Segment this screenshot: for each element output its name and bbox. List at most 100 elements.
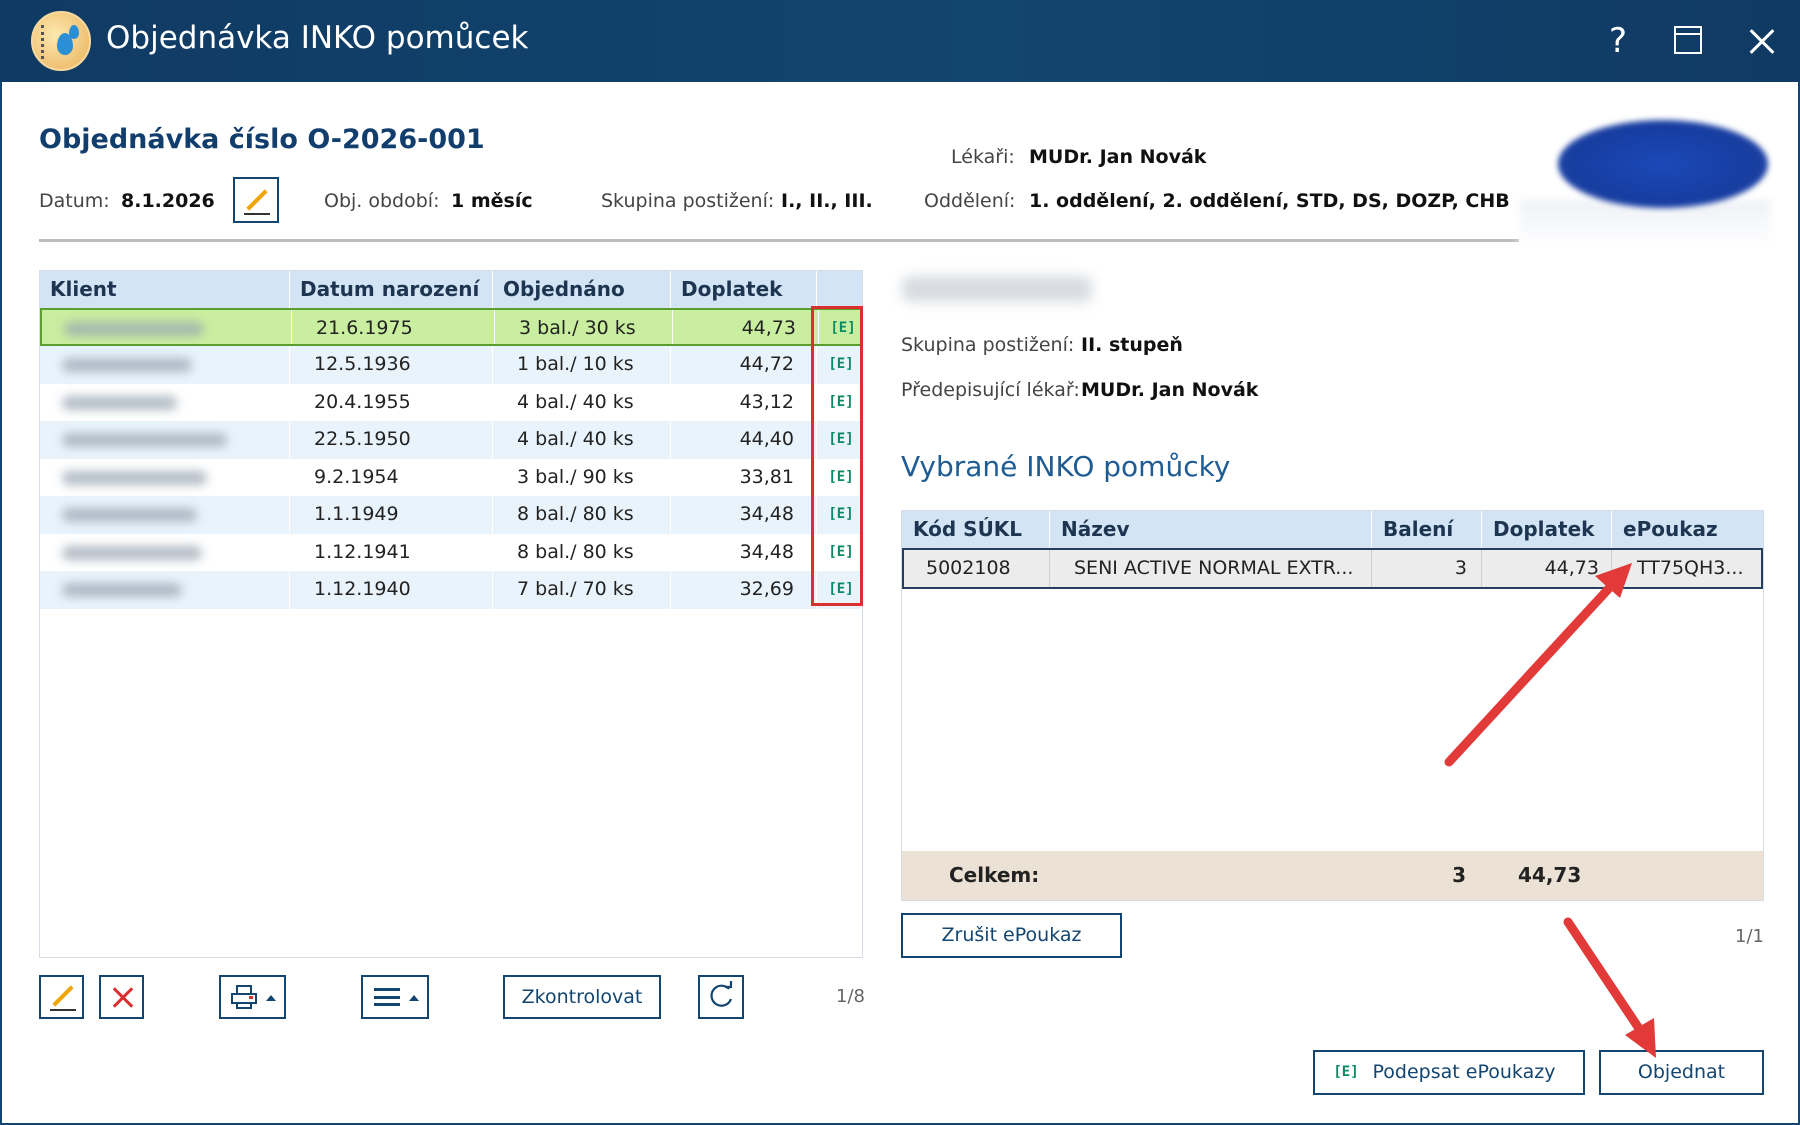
client-name [40, 383, 290, 421]
total-label: Celkem: [949, 863, 1040, 887]
item-row[interactable]: 5002108 SENI ACTIVE NORMAL EXTR... 3 44,… [902, 548, 1763, 589]
client-row[interactable]: 12.5.1936 1 bal./ 10 ks 44,72 [E] [40, 346, 862, 384]
col-surcharge[interactable]: Doplatek [671, 271, 817, 308]
client-surcharge: 43,12 [671, 383, 817, 421]
client-ordered: 3 bal./ 90 ks [493, 458, 671, 496]
client-dob: 1.1.1949 [290, 496, 493, 534]
help-button[interactable]: ? [1608, 21, 1628, 61]
client-ordered: 8 bal./ 80 ks [493, 496, 671, 534]
total-surcharge: 44,73 [1518, 863, 1582, 887]
window-title: Objednávka INKO pomůcek [106, 20, 529, 56]
prescribing-doctor-value: MUDr. Jan Novák [1081, 379, 1259, 401]
client-dob: 1.12.1941 [290, 533, 493, 571]
delete-button[interactable] [99, 975, 144, 1019]
client-dob: 9.2.1954 [290, 458, 493, 496]
clients-table-header: Klient Datum narození Objednáno Doplatek [40, 271, 862, 308]
patient-group-label: Skupina postižení: [901, 334, 1075, 356]
edit-button[interactable] [39, 975, 84, 1019]
refresh-button[interactable] [698, 975, 744, 1019]
epoukaz-cell[interactable]: [E] [819, 310, 864, 344]
client-ordered: 1 bal./ 10 ks [493, 346, 671, 384]
item-epoukaz: TT75QH3... [1637, 557, 1744, 579]
client-name [40, 458, 290, 496]
print-button[interactable] [219, 975, 286, 1019]
clients-table: Klient Datum narození Objednáno Doplatek… [39, 270, 864, 958]
departments-label: Oddělení: [924, 190, 1016, 212]
epoukaz-icon: [E] [828, 431, 854, 447]
item-packs: 3 [1372, 550, 1482, 587]
order-title: Objednávka číslo O-2026-001 [39, 124, 485, 155]
client-surcharge: 33,81 [671, 458, 817, 496]
client-dob: 12.5.1936 [290, 346, 493, 384]
group-label: Skupina postižení: [601, 190, 775, 212]
window-frame [0, 82, 1800, 1125]
items-counter: 1/1 [1735, 926, 1764, 947]
items-total-row: Celkem: 3 44,73 [902, 851, 1763, 900]
epoukaz-icon: [E] [828, 468, 854, 485]
col-sukl-code[interactable]: Kód SÚKL [902, 511, 1050, 548]
sign-epoukazy-label: Podepsat ePoukazy [1372, 1061, 1556, 1083]
item-surcharge: 44,73 [1482, 550, 1612, 587]
client-row[interactable]: 1.1.1949 8 bal./ 80 ks 34,48 [E] [40, 496, 862, 534]
epoukaz-icon: [E] [828, 506, 854, 522]
client-name [42, 310, 292, 344]
client-ordered: 8 bal./ 80 ks [493, 533, 671, 571]
client-surcharge: 34,48 [671, 496, 817, 534]
client-name [40, 533, 290, 571]
client-row[interactable]: 1.12.1940 7 bal./ 70 ks 32,69 [E] [40, 571, 862, 609]
pencil-icon [246, 189, 268, 211]
col-ordered[interactable]: Objednáno [493, 271, 671, 308]
maximize-button[interactable] [1660, 14, 1716, 68]
client-row[interactable]: 1.12.1941 8 bal./ 80 ks 34,48 [E] [40, 533, 862, 571]
patient-group-value: II. stupeň [1081, 334, 1183, 356]
client-surcharge: 32,69 [671, 571, 817, 609]
epoukaz-icon: [E] [828, 543, 854, 560]
company-logo [1558, 120, 1768, 208]
col-client[interactable]: Klient [40, 271, 290, 308]
client-dob: 22.5.1950 [290, 421, 493, 459]
order-button[interactable]: Objednat [1599, 1050, 1764, 1095]
edit-date-button[interactable] [233, 177, 279, 223]
total-packs: 3 [1452, 863, 1466, 887]
col-item-surcharge[interactable]: Doplatek [1482, 511, 1612, 548]
col-item-epoukaz[interactable]: ePoukaz [1623, 517, 1718, 541]
cancel-epoukaz-button[interactable]: Zrušit ePoukaz [901, 913, 1122, 958]
refresh-icon [710, 981, 733, 1007]
client-row[interactable]: 9.2.1954 3 bal./ 90 ks 33,81 [E] [40, 458, 862, 496]
header-separator [39, 239, 1519, 242]
client-row[interactable]: 22.5.1950 4 bal./ 40 ks 44,40 [E] [40, 421, 862, 459]
client-ordered: 3 bal./ 30 ks [495, 310, 673, 344]
client-row[interactable]: 20.4.1955 4 bal./ 40 ks 43,12 [E] [40, 383, 862, 421]
client-row[interactable]: 21.6.1975 3 bal./ 30 ks 44,73 [E] [40, 308, 864, 346]
col-name[interactable]: Název [1050, 511, 1372, 548]
epoukaz-icon: [E] [828, 581, 854, 597]
logo-shadow [1520, 200, 1770, 248]
client-dob: 21.6.1975 [292, 310, 495, 344]
client-surcharge: 34,48 [671, 533, 817, 571]
col-dob[interactable]: Datum narození [290, 271, 493, 308]
epoukaz-icon: [E] [830, 320, 856, 336]
date-label: Datum: [39, 190, 110, 212]
date-value: 8.1.2026 [121, 190, 215, 212]
title-bar: Objednávka INKO pomůcek ? [0, 0, 1800, 82]
check-button[interactable]: Zkontrolovat [503, 975, 661, 1019]
client-surcharge: 44,72 [671, 346, 817, 384]
epoukaz-icon: [E] [1333, 1064, 1359, 1080]
caret-up-icon [409, 995, 419, 1001]
period-value: 1 měsíc [451, 190, 533, 212]
clients-counter: 1/8 [836, 986, 865, 1007]
caret-up-icon [266, 995, 276, 1001]
menu-button[interactable] [361, 975, 429, 1019]
period-label: Obj. období: [324, 190, 440, 212]
sign-epoukazy-button[interactable]: [E] Podepsat ePoukazy [1313, 1050, 1585, 1095]
col-epoukaz [817, 271, 862, 308]
epoukaz-icon: [E] [828, 393, 854, 410]
items-table: Kód SÚKL Název Balení Doplatek ePoukaz 5… [901, 510, 1764, 901]
doctors-value: MUDr. Jan Novák [1029, 146, 1207, 168]
close-button[interactable] [1734, 14, 1790, 68]
item-code: 5002108 [904, 550, 1050, 587]
col-packs[interactable]: Balení [1372, 511, 1482, 548]
app-icon [31, 11, 91, 71]
epoukaz-highlight-box [811, 306, 863, 606]
departments-value: 1. oddělení, 2. oddělení, STD, DS, DOZP,… [1029, 190, 1510, 212]
